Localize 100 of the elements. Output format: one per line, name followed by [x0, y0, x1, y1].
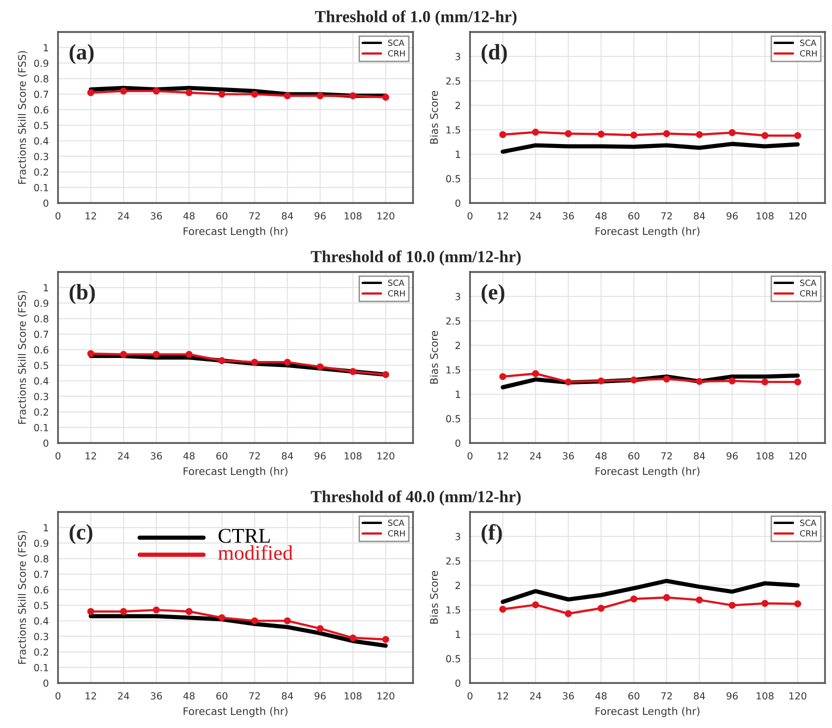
x-tick-label: 48: [183, 212, 195, 220]
y-tick-label: 0.8: [34, 315, 48, 322]
x-tick-label: 12: [86, 212, 96, 220]
x-tick-label: 120: [789, 452, 806, 460]
annotation: (e): [482, 284, 504, 304]
y-tick-label: 1.5: [446, 126, 460, 134]
legend-label: CRH: [388, 530, 405, 537]
x-tick-label: 12: [86, 692, 96, 700]
point: [663, 594, 670, 601]
x-tick-label: 108: [756, 212, 774, 220]
legend-label: CRH: [800, 50, 817, 57]
point: [87, 89, 94, 96]
x-tick-label: 0: [56, 452, 60, 460]
x-tick-label: 60: [628, 692, 640, 700]
x-tick-label: 72: [661, 452, 672, 460]
y-tick-label: 0.1: [34, 184, 48, 192]
chart-title: Threshold of 10.0 (mm/12-hr): [310, 250, 521, 266]
x-tick-label: 84: [694, 212, 706, 220]
x-tick-label: 96: [726, 452, 738, 460]
y-tick-label: 0.9: [34, 60, 48, 67]
point: [499, 606, 506, 613]
x-tick-label: 24: [530, 212, 542, 220]
x-tick-label: 120: [789, 212, 806, 220]
x-tick-label: 12: [86, 452, 96, 460]
x-tick-label: 120: [377, 692, 394, 700]
x-axis-title: Forecast Length (hr): [596, 226, 700, 238]
y-tick-label: 0.7: [34, 330, 48, 338]
x-tick-label: 84: [282, 692, 294, 700]
x-tick-label: 60: [628, 212, 640, 220]
x-tick-label: 96: [314, 212, 326, 220]
point: [564, 378, 572, 386]
point: [186, 89, 193, 96]
point: [382, 371, 390, 378]
x-tick-label: 0: [468, 212, 472, 220]
x-tick-label: 60: [216, 212, 228, 220]
y-tick-label: 3: [456, 292, 460, 300]
point: [349, 368, 356, 375]
x-tick-label: 60: [628, 452, 640, 460]
y-tick-label: 0.8: [34, 75, 48, 82]
point: [349, 634, 356, 642]
y-tick-label: 0.4: [34, 137, 48, 145]
y-tick-label: 2.5: [446, 557, 460, 565]
y-tick-label: 0.4: [34, 617, 48, 625]
y-tick-label: 0.6: [34, 346, 48, 354]
x-tick-label: 72: [249, 692, 260, 700]
x-tick-label: 12: [498, 212, 508, 220]
x-tick-label: 12: [498, 692, 508, 700]
point: [120, 88, 128, 95]
point: [87, 350, 94, 358]
x-tick-label: 84: [694, 692, 706, 700]
y-tick-label: 0.4: [34, 377, 48, 385]
y-tick-label: 0: [43, 199, 48, 207]
x-tick-label: 96: [314, 452, 326, 460]
y-tick-label: 0.6: [34, 586, 48, 594]
y-tick-label: 1: [456, 630, 460, 638]
x-axis-title: Forecast Length (hr): [184, 466, 288, 478]
y-tick-label: 0.7: [34, 570, 48, 578]
x-tick-label: 96: [726, 692, 738, 700]
y-tick-label: 0.8: [34, 555, 48, 562]
point: [794, 600, 802, 608]
point: [349, 92, 356, 100]
y-tick-label: 0.1: [34, 664, 48, 672]
y-tick-label: 0.7: [34, 90, 48, 98]
y-tick-label: 1.5: [446, 366, 460, 374]
point: [761, 600, 768, 607]
y-tick-label: 0.5: [446, 415, 460, 422]
y-tick-label: 1: [456, 150, 460, 158]
x-tick-label: 108: [756, 452, 774, 460]
y-tick-label: 1: [44, 44, 48, 52]
point: [316, 625, 324, 632]
point: [284, 92, 291, 100]
x-tick-label: 0: [56, 692, 60, 700]
x-tick-label: 108: [756, 692, 774, 700]
x-tick-label: 120: [789, 692, 806, 700]
x-tick-label: 12: [498, 452, 508, 460]
point: [120, 350, 128, 358]
x-tick-label: 108: [344, 212, 362, 220]
point: [598, 604, 605, 612]
legend-label: SCA: [388, 280, 404, 286]
y-axis-title: Fractions Skill Score (FSS): [18, 291, 28, 424]
point: [532, 370, 540, 378]
legend-label: SCA: [388, 40, 404, 46]
point: [284, 358, 291, 366]
line-series: [500, 578, 800, 604]
x-tick-label: 60: [216, 692, 228, 700]
point: [251, 617, 258, 624]
y-tick-label: 0.3: [34, 632, 48, 640]
y-tick-label: 0: [455, 199, 460, 207]
y-axis-title: Bias Score: [430, 570, 438, 624]
y-tick-label: 2.5: [446, 317, 460, 325]
point: [761, 378, 768, 386]
point: [630, 376, 638, 384]
point: [316, 363, 324, 370]
legend-label: SCA: [800, 520, 816, 526]
point: [120, 608, 128, 615]
y-axis-title: Bias Score: [430, 330, 438, 384]
legend-label: SCA: [800, 40, 816, 46]
x-tick-label: 48: [595, 452, 607, 460]
point: [499, 373, 506, 380]
x-tick-label: 96: [314, 692, 326, 700]
